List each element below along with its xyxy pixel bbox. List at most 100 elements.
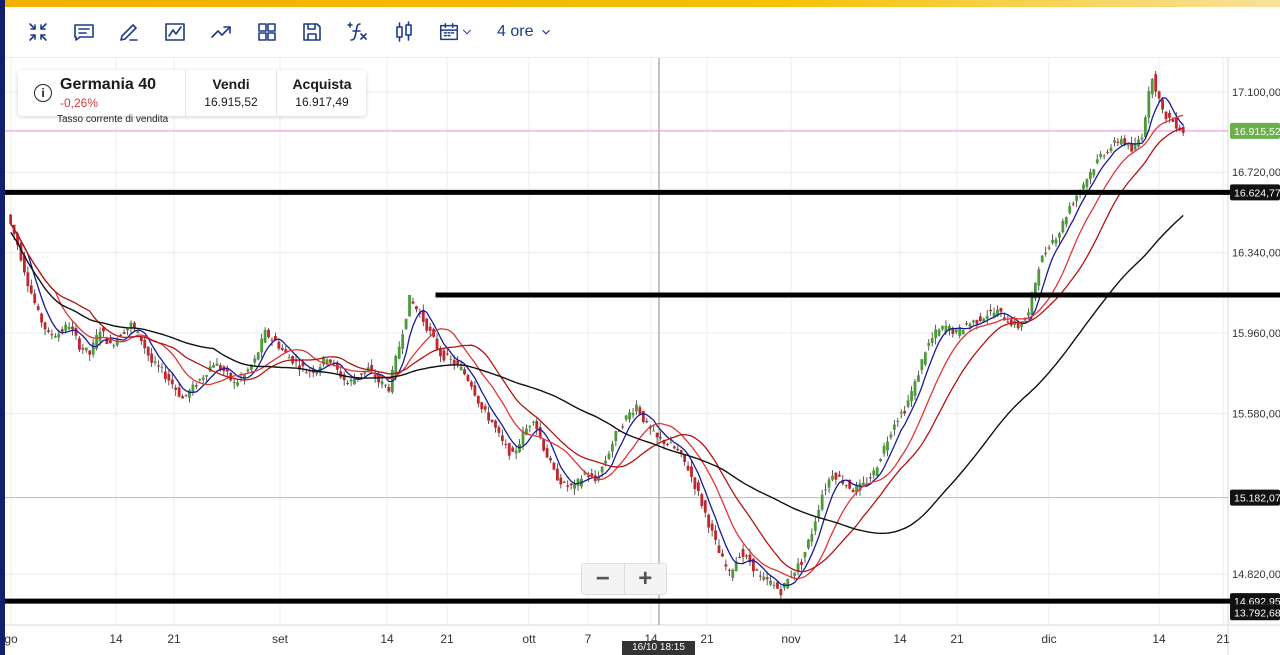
buy-price[interactable]: Acquista 16.917,49	[276, 70, 367, 116]
candle-body	[1092, 169, 1096, 176]
x-tick-label: set	[272, 632, 289, 646]
candle-body	[315, 371, 319, 374]
candle-body	[1016, 322, 1020, 329]
candle-body	[205, 375, 209, 377]
candle-body	[43, 322, 47, 330]
candle-body	[1033, 282, 1037, 299]
candle-body	[1044, 252, 1048, 255]
candle-body	[1113, 140, 1116, 143]
candle-body	[236, 382, 239, 386]
candle-body	[112, 345, 116, 347]
candle-body	[50, 334, 54, 336]
candle-body	[1130, 142, 1134, 152]
candle-body	[1040, 255, 1044, 263]
candle-body	[1051, 239, 1054, 243]
x-tick-label: 21	[440, 632, 454, 646]
candle-body	[1116, 141, 1120, 143]
trend-icon[interactable]	[207, 18, 235, 46]
candle-body	[435, 338, 439, 349]
price-marker-label: 16.624,77	[1234, 187, 1280, 199]
candle-body	[129, 322, 133, 328]
candle-body	[1168, 112, 1171, 118]
candle-body	[191, 384, 195, 394]
candle-body	[745, 555, 748, 557]
candle-body	[1171, 119, 1175, 122]
y-tick-label: 15.960,00	[1232, 328, 1280, 340]
candle-body	[463, 369, 466, 375]
candle-body	[442, 350, 446, 361]
candle-body	[958, 327, 962, 336]
candle-body	[1006, 321, 1010, 323]
moving-average-line	[10, 214, 1184, 534]
candle-body	[899, 412, 903, 414]
moving-average-line	[10, 114, 1184, 580]
candle-body	[91, 342, 95, 355]
candle-body	[98, 331, 102, 342]
layout-icon[interactable]	[253, 18, 281, 46]
candle-body	[95, 334, 99, 349]
candle-body	[150, 353, 154, 363]
candle-body	[136, 331, 140, 334]
candle-body	[425, 318, 429, 331]
candle-body	[700, 494, 704, 506]
candle-body	[1161, 99, 1164, 110]
candle-body	[1068, 206, 1072, 214]
candle-body	[359, 373, 363, 375]
candle-body	[473, 385, 477, 396]
candle-body	[947, 326, 951, 331]
candle-body	[1150, 78, 1154, 95]
candle-body	[201, 377, 205, 380]
candle-body	[74, 328, 78, 336]
candle-body	[923, 352, 927, 365]
candle-body	[466, 375, 470, 381]
candle-body	[256, 352, 260, 360]
buy-value: 16.917,49	[295, 95, 349, 109]
candle-body	[507, 443, 511, 456]
candles-icon[interactable]	[390, 18, 418, 46]
zoom-in-button[interactable]: +	[638, 565, 653, 592]
collapse-icon[interactable]	[24, 18, 52, 46]
function-icon[interactable]	[344, 18, 372, 46]
zoom-out-button[interactable]: −	[582, 564, 625, 594]
candle-body	[920, 359, 924, 371]
candle-body	[23, 255, 26, 273]
info-icon[interactable]: i	[34, 84, 52, 102]
line-chart-icon[interactable]	[161, 18, 189, 46]
y-tick-label: 16.720,00	[1232, 167, 1280, 179]
candle-body	[500, 435, 504, 441]
candle-body	[552, 462, 556, 470]
x-tick-label: 14	[380, 632, 394, 646]
candle-body	[1054, 239, 1058, 244]
timeframe-select[interactable]: 4 ore	[497, 23, 553, 41]
candle-body	[253, 358, 257, 363]
candle-body	[913, 381, 917, 396]
comment-icon[interactable]	[70, 18, 98, 46]
candle-body	[1030, 293, 1034, 316]
candle-body	[672, 446, 676, 449]
candle-body	[421, 310, 425, 323]
candle-body	[188, 390, 191, 398]
candle-body	[972, 320, 975, 323]
calendar-icon[interactable]	[436, 18, 476, 46]
candle-body	[813, 521, 817, 531]
sell-price[interactable]: Vendi 16.915,52	[185, 70, 276, 116]
price-marker-bg	[1230, 604, 1280, 621]
candle-body	[198, 379, 202, 381]
x-tick-label: ott	[522, 632, 536, 646]
candle-body	[225, 367, 229, 372]
candle-body	[1058, 233, 1061, 238]
x-tick-label: 14	[893, 632, 907, 646]
candle-body	[727, 569, 731, 571]
x-tick-label: 14	[1152, 632, 1166, 646]
candle-body	[944, 325, 948, 333]
x-tick-label: go	[5, 632, 18, 646]
y-tick-label: 15.580,00	[1232, 408, 1280, 420]
candle-body	[545, 448, 549, 458]
candle-body	[53, 336, 57, 338]
candle-body	[659, 437, 662, 439]
price-marker-label: 15.182,07	[1234, 493, 1280, 505]
save-icon[interactable]	[298, 18, 326, 46]
candle-body	[586, 475, 590, 478]
candle-body	[1126, 143, 1130, 146]
pencil-icon[interactable]	[115, 18, 143, 46]
